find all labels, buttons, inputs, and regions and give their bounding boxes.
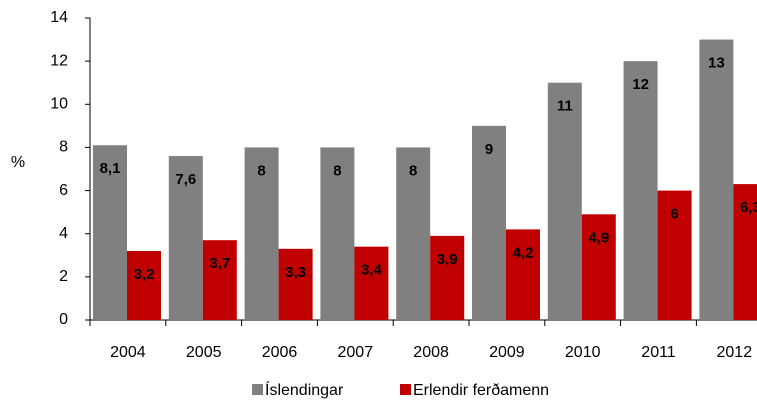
x-tick-label: 2004 bbox=[110, 344, 146, 361]
bar bbox=[127, 250, 161, 320]
y-tick-label: 10 bbox=[50, 96, 68, 113]
y-tick-label: 12 bbox=[50, 52, 68, 69]
value-label: 6,3 bbox=[740, 199, 757, 216]
bar bbox=[278, 248, 313, 320]
value-label: 9 bbox=[485, 141, 493, 158]
bar bbox=[168, 156, 203, 320]
bar bbox=[202, 240, 237, 320]
value-label: 4,2 bbox=[513, 244, 534, 261]
x-tick-label: 2007 bbox=[338, 344, 374, 361]
bar bbox=[244, 147, 279, 320]
bar bbox=[320, 147, 355, 320]
value-label: 4,9 bbox=[588, 229, 609, 246]
value-label: 11 bbox=[557, 98, 573, 115]
y-tick-label: 2 bbox=[59, 268, 68, 285]
bar bbox=[93, 145, 127, 320]
value-label: 8 bbox=[409, 162, 417, 179]
x-tick-label: 2006 bbox=[262, 344, 298, 361]
bar bbox=[472, 125, 506, 320]
y-tick-label: 8 bbox=[59, 139, 68, 156]
y-tick-label: 4 bbox=[59, 225, 68, 242]
bar bbox=[657, 190, 692, 320]
x-tick-label: 2009 bbox=[489, 344, 525, 361]
bar bbox=[396, 147, 431, 320]
bar bbox=[354, 246, 389, 320]
legend-swatch bbox=[252, 384, 263, 395]
y-tick-label: 6 bbox=[59, 182, 68, 199]
value-label: 8 bbox=[333, 162, 341, 179]
value-label: 3,2 bbox=[134, 266, 155, 283]
value-label: 13 bbox=[708, 55, 725, 72]
bar bbox=[547, 82, 582, 320]
x-tick-label: 2005 bbox=[186, 344, 222, 361]
bar bbox=[733, 184, 757, 320]
value-label: 7,6 bbox=[175, 171, 196, 188]
y-tick-label: 0 bbox=[59, 311, 68, 328]
value-label: 3,7 bbox=[209, 255, 230, 272]
value-label: 8 bbox=[257, 162, 265, 179]
y-tick-label: 14 bbox=[50, 9, 68, 26]
bar bbox=[506, 229, 540, 320]
x-tick-label: 2010 bbox=[565, 344, 601, 361]
x-tick-label: 2008 bbox=[413, 344, 449, 361]
value-label: 6 bbox=[670, 206, 678, 223]
bar bbox=[581, 214, 616, 320]
value-label: 3,9 bbox=[437, 251, 458, 268]
x-tick-label: 2012 bbox=[717, 344, 753, 361]
bar bbox=[699, 39, 734, 320]
value-label: 8,1 bbox=[100, 160, 121, 177]
value-label: 3,3 bbox=[285, 264, 306, 281]
value-label: 3,4 bbox=[361, 262, 383, 279]
y-axis-label: % bbox=[11, 154, 25, 171]
legend-label: Erlendir ferðamenn bbox=[413, 382, 549, 399]
legend-label: Íslendingar bbox=[265, 380, 344, 399]
legend-swatch bbox=[400, 384, 411, 395]
value-label: 12 bbox=[632, 76, 649, 93]
x-tick-label: 2011 bbox=[641, 344, 676, 361]
bar bbox=[623, 61, 658, 321]
bar bbox=[430, 235, 465, 320]
